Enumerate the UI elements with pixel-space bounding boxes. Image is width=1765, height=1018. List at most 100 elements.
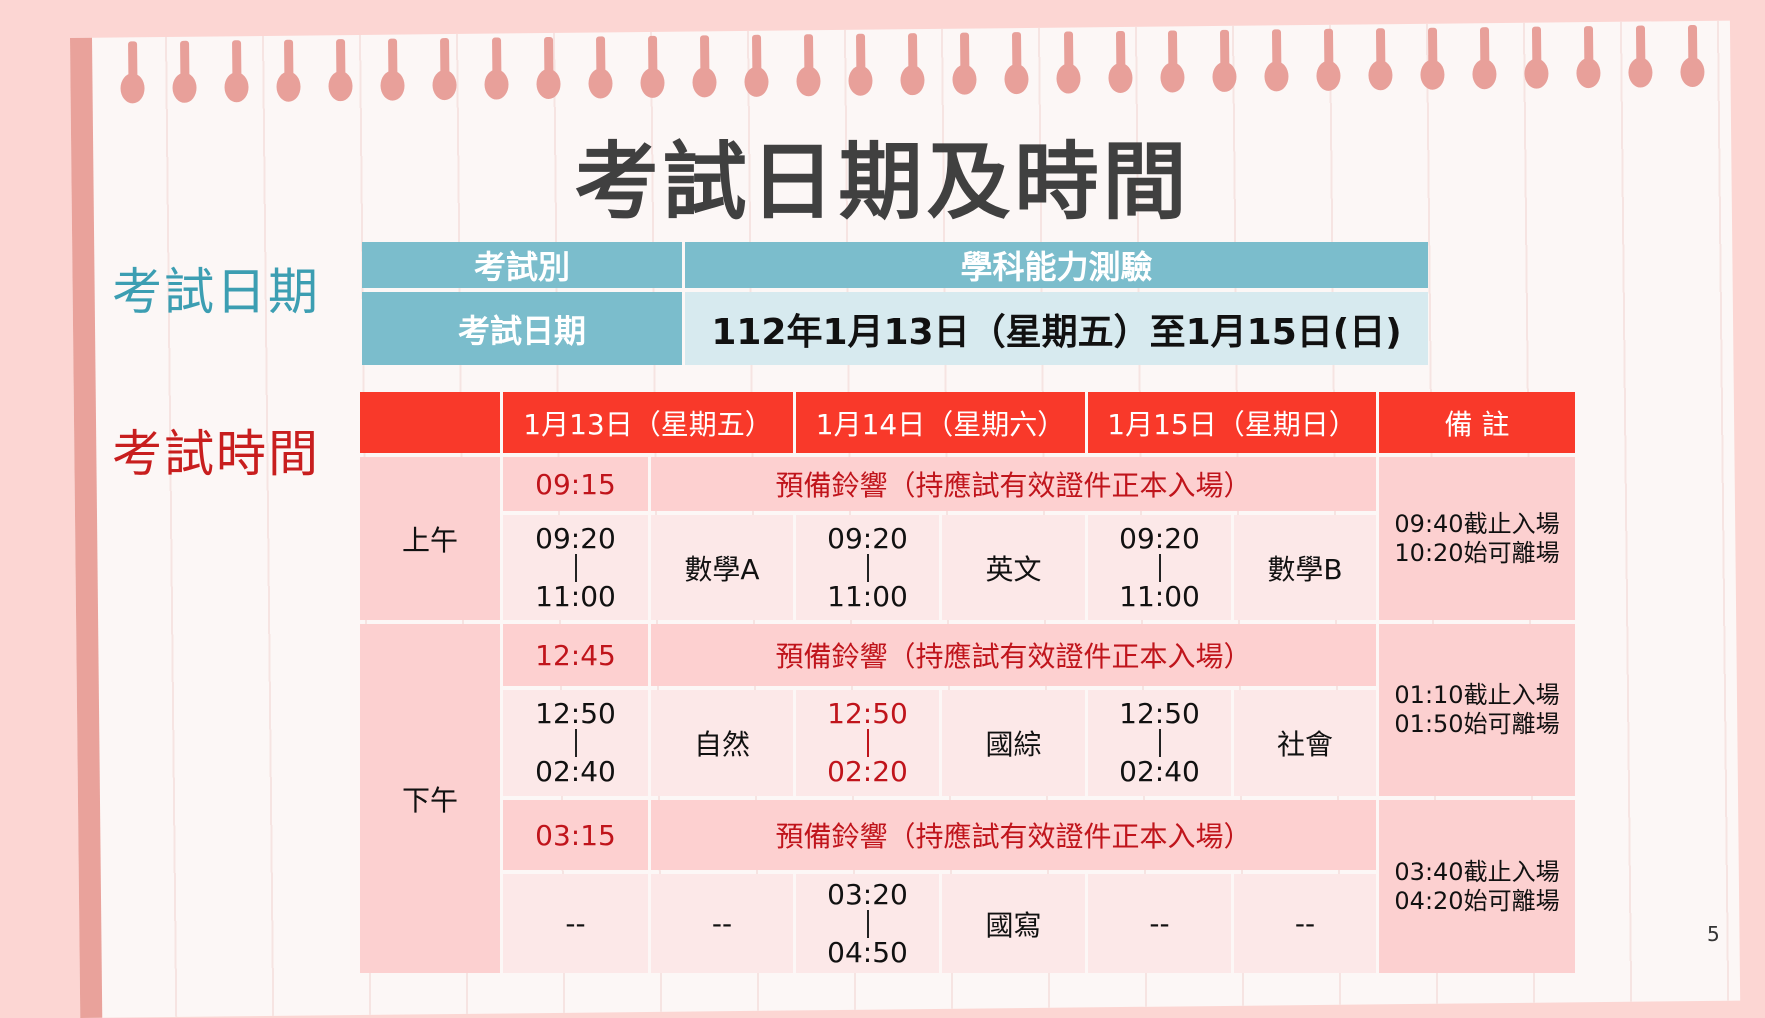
exam-time: 09:20 11:00 bbox=[1088, 515, 1231, 620]
spiral-ring bbox=[380, 38, 405, 103]
exam-time: -- bbox=[503, 874, 648, 973]
exam-time: 12:50 02:40 bbox=[503, 690, 648, 796]
exam-schedule-table: 1月13日（星期五） 1月14日（星期六） 1月15日（星期日）備 註上午 下午 09:… bbox=[360, 392, 1575, 973]
spiral-ring bbox=[328, 39, 353, 103]
exam-time-section-label: 考試時間 bbox=[112, 425, 320, 483]
spiral-ring bbox=[1264, 29, 1289, 93]
exam-start-time: 09:20 bbox=[535, 521, 616, 555]
time-range-divider bbox=[866, 729, 869, 757]
spiral-ring bbox=[1108, 30, 1133, 95]
header-day-2: 1月14日（星期六） bbox=[796, 392, 1085, 453]
page-number: 5 bbox=[1707, 922, 1720, 946]
remark-line: 04:20始可離場 bbox=[1394, 886, 1560, 915]
exam-end-time: 11:00 bbox=[827, 579, 908, 613]
spiral-ring bbox=[1212, 29, 1237, 94]
exam-end-time: 02:40 bbox=[1119, 755, 1200, 788]
exam-subject: -- bbox=[651, 874, 793, 973]
header-remarks: 備 註 bbox=[1379, 392, 1575, 453]
spiral-ring bbox=[588, 36, 613, 100]
remark-line: 01:10截止入場 bbox=[1394, 681, 1560, 709]
spiral-ring bbox=[640, 35, 665, 100]
spiral-ring bbox=[1160, 30, 1185, 94]
exam-subject: 自然 bbox=[651, 690, 793, 796]
prep-bell-text: 預備鈴響（持應試有效證件正本入場） bbox=[651, 624, 1376, 686]
spiral-ring bbox=[120, 41, 145, 105]
exam-end-time: 02:20 bbox=[827, 755, 908, 788]
prep-bell-time: 03:15 bbox=[503, 800, 648, 870]
time-range-divider bbox=[574, 729, 577, 757]
spiral-ring bbox=[1316, 28, 1341, 93]
exam-info-table: 考試別 學科能力測驗 考試日期 112年1月13日（星期五）至1月15日(日) bbox=[362, 242, 1428, 365]
exam-start-time: 09:20 bbox=[1119, 521, 1200, 555]
spiral-ring bbox=[1524, 26, 1549, 91]
header-day-3: 1月15日（星期日） bbox=[1088, 392, 1376, 453]
remark-line: 09:40截止入場 bbox=[1394, 509, 1560, 538]
prep-bell-time: 12:45 bbox=[503, 624, 648, 686]
exam-end-time: 11:00 bbox=[1119, 579, 1200, 613]
spiral-ring bbox=[796, 34, 821, 98]
exam-time: 09:20 11:00 bbox=[503, 515, 648, 620]
time-range-divider bbox=[1158, 553, 1161, 582]
spiral-ring bbox=[224, 40, 249, 104]
exam-subject: 數學B bbox=[1234, 515, 1376, 620]
header-day-1: 1月13日（星期五） bbox=[503, 392, 793, 453]
remarks: 01:10截止入場 01:50始可離場 bbox=[1379, 624, 1575, 796]
exam-date-value: 112年1月13日（星期五）至1月15日(日) bbox=[685, 292, 1428, 365]
spiral-ring bbox=[744, 34, 769, 99]
spiral-ring bbox=[1420, 27, 1445, 92]
header-empty bbox=[360, 392, 500, 453]
exam-time: 12:50 02:20 bbox=[796, 690, 939, 796]
spiral-ring bbox=[484, 37, 509, 101]
prep-bell-text: 預備鈴響（持應試有效證件正本入場） bbox=[651, 800, 1376, 870]
prep-bell-time: 09:15 bbox=[503, 457, 648, 511]
spiral-ring bbox=[172, 40, 197, 105]
exam-subject: 國綜 bbox=[942, 690, 1085, 796]
exam-start-time: 09:20 bbox=[827, 521, 908, 555]
spiral-ring bbox=[432, 38, 457, 102]
time-range-divider bbox=[866, 909, 869, 938]
exam-start-time: 03:20 bbox=[827, 877, 908, 911]
exam-time: 03:20 04:50 bbox=[796, 874, 939, 973]
exam-start-time: -- bbox=[565, 906, 586, 940]
remarks: 09:40截止入場 10:20始可離場 bbox=[1379, 457, 1575, 620]
spiral-ring bbox=[1056, 31, 1081, 95]
spiral-ring bbox=[276, 39, 301, 104]
exam-type-label: 考試別 bbox=[362, 242, 682, 288]
remarks: 03:40截止入場 04:20始可離場 bbox=[1379, 800, 1575, 973]
exam-subject: 國寫 bbox=[942, 874, 1085, 973]
exam-end-time: 04:50 bbox=[827, 935, 908, 969]
exam-time: 12:50 02:40 bbox=[1088, 690, 1231, 796]
time-range-divider bbox=[574, 553, 577, 582]
exam-time: -- bbox=[1088, 874, 1231, 973]
spiral-ring bbox=[1628, 25, 1653, 89]
exam-subject: 英文 bbox=[942, 515, 1085, 620]
exam-start-time: 12:50 bbox=[535, 697, 616, 730]
prep-bell-text: 預備鈴響（持應試有效證件正本入場） bbox=[651, 457, 1376, 511]
remark-line: 03:40截止入場 bbox=[1394, 857, 1560, 886]
spiral-rings bbox=[70, 21, 1730, 104]
spiral-ring bbox=[1576, 26, 1601, 90]
period-am: 上午 bbox=[360, 457, 500, 620]
spiral-ring bbox=[900, 33, 925, 97]
exam-end-time: 02:40 bbox=[535, 755, 616, 788]
exam-start-time: 12:50 bbox=[827, 697, 908, 730]
spiral-ring bbox=[848, 33, 873, 98]
exam-subject: -- bbox=[1234, 874, 1376, 973]
spiral-ring bbox=[1472, 27, 1497, 91]
exam-time: 09:20 11:00 bbox=[796, 515, 939, 620]
exam-type-value: 學科能力測驗 bbox=[685, 242, 1428, 288]
remark-line: 01:50始可離場 bbox=[1394, 710, 1560, 738]
exam-subject: 數學A bbox=[651, 515, 793, 620]
page-title: 考試日期及時間 bbox=[574, 133, 1191, 231]
remark-line: 10:20始可離場 bbox=[1394, 538, 1560, 567]
spiral-ring bbox=[692, 35, 717, 99]
spiral-ring bbox=[1004, 32, 1029, 96]
exam-start-time: -- bbox=[1149, 906, 1170, 940]
exam-end-time: 11:00 bbox=[535, 579, 616, 613]
exam-date-section-label: 考試日期 bbox=[112, 263, 320, 321]
time-range-divider bbox=[866, 553, 869, 582]
exam-start-time: 12:50 bbox=[1119, 697, 1200, 730]
spiral-ring bbox=[536, 36, 561, 101]
exam-date-label: 考試日期 bbox=[362, 292, 682, 365]
time-range-divider bbox=[1158, 729, 1161, 757]
